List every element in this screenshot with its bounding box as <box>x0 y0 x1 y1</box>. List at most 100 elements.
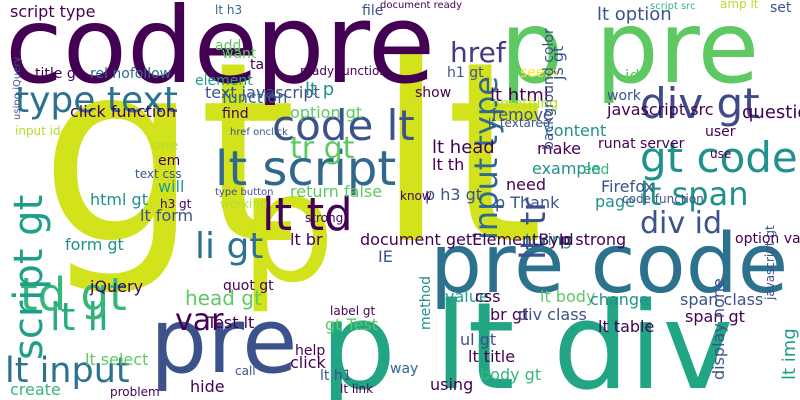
word: want <box>222 46 257 62</box>
word: call <box>235 364 256 378</box>
word: background color <box>541 28 557 150</box>
word: lt html <box>490 85 549 106</box>
word: document ready <box>380 0 462 11</box>
word: amp lt <box>720 0 759 11</box>
word: Firefox <box>601 177 654 196</box>
word: type text <box>15 80 178 121</box>
word: lt li <box>50 295 109 339</box>
word: code function <box>622 192 704 206</box>
word: lt img <box>779 328 800 380</box>
word: function <box>222 88 287 107</box>
word: p Thank <box>495 193 560 212</box>
word: working <box>220 197 268 211</box>
word: ul gt <box>460 330 496 349</box>
word: question <box>742 102 800 123</box>
word: br gt <box>490 305 528 324</box>
word: h3 gt <box>160 197 192 211</box>
word: code <box>5 0 258 107</box>
word: example <box>532 159 601 178</box>
word: li gt <box>195 226 263 267</box>
word: p <box>240 142 335 316</box>
word: h1 gt <box>447 65 484 81</box>
word: file <box>362 3 383 19</box>
word: click <box>290 353 326 372</box>
word: type button <box>215 187 274 198</box>
word: method <box>418 276 434 330</box>
word: lt select <box>85 350 148 369</box>
word: strong <box>305 211 343 225</box>
word: css <box>475 287 500 306</box>
word: ready function <box>300 64 387 78</box>
word: make <box>537 139 581 158</box>
word: form gt <box>65 235 124 254</box>
word: p h3 gt <box>425 185 482 204</box>
word: lt span <box>640 175 748 213</box>
word: gt lt <box>40 8 544 299</box>
word: IE <box>378 247 393 266</box>
word: id <box>625 66 640 85</box>
word: js gt <box>548 46 567 81</box>
word: lt head <box>432 137 495 158</box>
word: lt table <box>598 317 654 336</box>
word: trying <box>525 230 572 249</box>
word: div gt <box>640 79 760 128</box>
word: div id <box>640 206 722 241</box>
word: element <box>195 73 253 89</box>
word: find <box>222 106 249 122</box>
word: will <box>158 177 184 196</box>
word: lt tr <box>514 197 554 260</box>
word: one <box>152 138 178 154</box>
word: text css <box>135 167 182 181</box>
word: display none <box>709 278 728 380</box>
word: way <box>390 361 418 377</box>
word: remove <box>492 105 553 124</box>
word: script type <box>10 2 95 21</box>
word: option value <box>735 231 800 247</box>
word: lt link <box>340 382 373 396</box>
word: lt option <box>597 4 672 25</box>
word: lt body <box>540 287 595 306</box>
word: lt form <box>140 206 193 225</box>
word: code lt <box>272 101 415 150</box>
word: gt Test <box>325 315 378 334</box>
word: href onclick <box>230 127 288 138</box>
word: gt code <box>640 133 798 182</box>
word: tr gt <box>290 131 355 166</box>
word: text javascript <box>205 83 320 102</box>
word: quot gt <box>223 278 274 294</box>
word: lt input <box>5 351 130 391</box>
word: var <box>175 303 224 338</box>
word: value <box>445 287 489 306</box>
word: label gt <box>330 304 375 318</box>
word: set <box>770 0 792 16</box>
word: lt h1 <box>320 368 352 384</box>
word: seem <box>520 65 558 81</box>
word: something <box>484 96 558 112</box>
word: javascript src <box>606 100 714 119</box>
word: span gt <box>685 307 745 326</box>
word: lt br <box>290 230 323 249</box>
word: add <box>215 38 241 54</box>
word: head gt <box>185 286 262 310</box>
word: option gt <box>290 103 362 122</box>
word: return false <box>290 182 382 201</box>
word: div class <box>518 305 587 324</box>
word: click function <box>70 102 176 121</box>
word: using jQuery <box>12 57 23 120</box>
word: document getElementById <box>360 230 574 249</box>
word: lt title <box>468 347 515 366</box>
word: hide <box>190 377 225 396</box>
word: user <box>705 124 736 140</box>
word: p pre <box>500 0 759 106</box>
word: problem <box>110 385 160 399</box>
word: href <box>450 36 507 69</box>
word: rel nofollow <box>90 66 171 82</box>
word: p lt div <box>320 278 733 400</box>
word: script gt <box>6 195 52 360</box>
word: create <box>10 380 61 399</box>
word: know <box>400 189 432 203</box>
word: em <box>158 153 180 169</box>
word: html gt <box>90 190 148 209</box>
word: change <box>590 290 649 309</box>
